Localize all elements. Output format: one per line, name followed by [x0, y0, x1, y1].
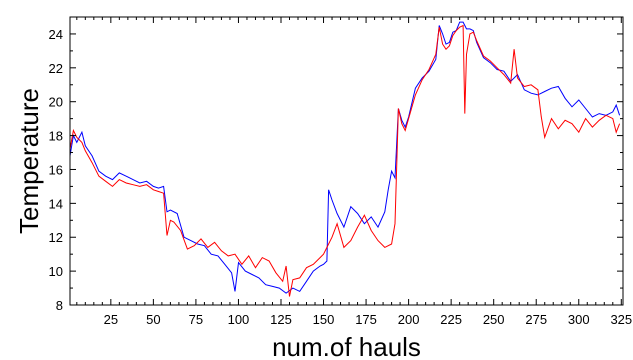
- x-tick-label: 275: [525, 312, 547, 327]
- y-tick-label: 8: [56, 298, 63, 313]
- y-tick-label: 10: [49, 264, 63, 279]
- y-tick-label: 14: [49, 196, 63, 211]
- x-tick-label: 300: [568, 312, 590, 327]
- x-tick-label: 100: [228, 312, 250, 327]
- y-tick-label: 12: [49, 230, 63, 245]
- y-tick-label: 18: [49, 129, 63, 144]
- x-tick-label: 150: [313, 312, 335, 327]
- y-tick-label: 16: [49, 162, 63, 177]
- x-axis-ticks: 25 50 75 100 125 150 175 200 225 250 275 300 325: [76, 17, 632, 327]
- x-tick-label: 125: [270, 312, 292, 327]
- plot-frame: [69, 16, 624, 306]
- x-tick-label: 175: [355, 312, 377, 327]
- y-tick-label: 22: [49, 61, 63, 76]
- x-axis-title: num.of hauls: [272, 332, 421, 360]
- y-tick-label: 20: [49, 95, 63, 110]
- x-tick-label: 200: [398, 312, 420, 327]
- x-tick-label: 225: [440, 312, 462, 327]
- y-axis-title: Temperature: [14, 88, 44, 234]
- y-axis-ticks: 8 10 12 14 16 18 20 22 24: [49, 16, 623, 313]
- x-tick-label: 250: [483, 312, 505, 327]
- series-line-1: [69, 21, 621, 294]
- y-tick-label: 24: [49, 27, 63, 42]
- x-tick-label: 325: [610, 312, 632, 327]
- x-tick-label: 50: [146, 312, 160, 327]
- series-line-2: [69, 24, 621, 297]
- plot-series: [69, 21, 621, 297]
- x-tick-label: 75: [189, 312, 203, 327]
- x-tick-label: 25: [104, 312, 118, 327]
